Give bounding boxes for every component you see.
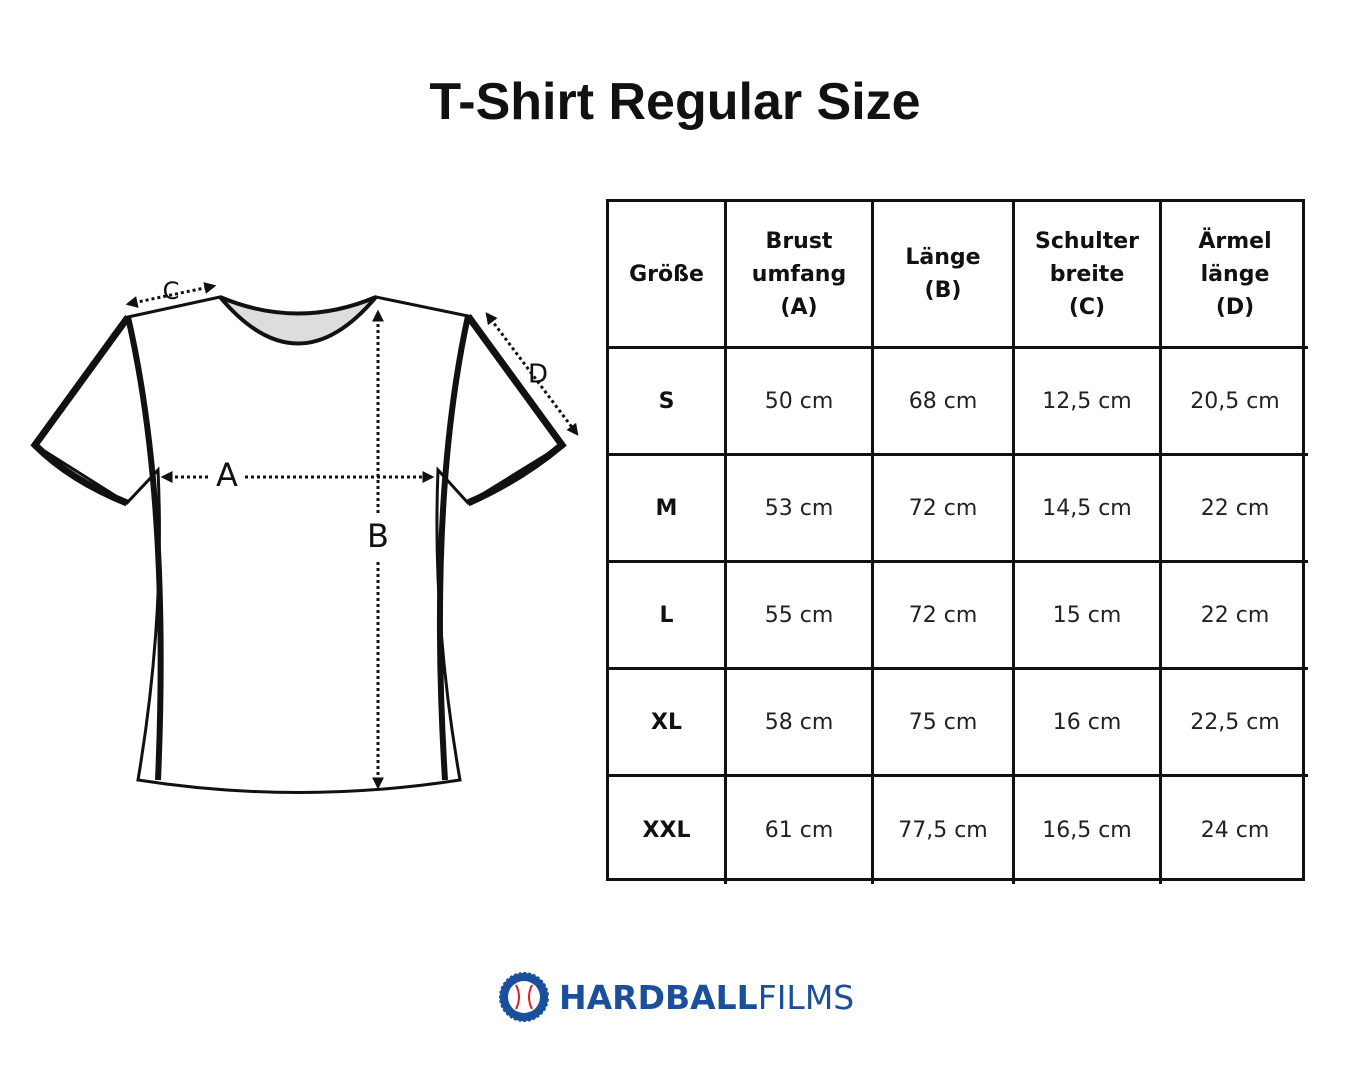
- measure-cell: 16,5 cm: [1015, 777, 1162, 884]
- header-line: Größe: [629, 261, 704, 287]
- logo-light: FILMS: [757, 977, 855, 1017]
- measure-cell: 22 cm: [1162, 456, 1308, 563]
- arrow-c: [125, 282, 217, 308]
- measure-cell: 24 cm: [1200, 818, 1270, 843]
- size-cell: XL: [609, 670, 727, 777]
- label-c: C: [163, 277, 180, 305]
- label-b: B: [367, 517, 389, 555]
- measure-cell: 55 cm: [727, 563, 874, 670]
- header-line: umfang: [751, 261, 847, 287]
- header-cell: Ärmel länge (D): [1162, 202, 1308, 349]
- header-line: Ärmel: [1198, 228, 1272, 254]
- header-line: (A): [780, 294, 818, 320]
- right-side: [436, 315, 471, 781]
- right-sleeve: [465, 313, 567, 507]
- header-cell: Brust umfang (A): [727, 202, 874, 349]
- size-cell: L: [609, 563, 727, 670]
- header-line: breite: [1049, 261, 1125, 287]
- measure-cell: 72 cm: [874, 563, 1015, 670]
- header-line: Länge: [905, 245, 981, 270]
- header-line: (C): [1068, 294, 1106, 320]
- header-cell: Größe: [609, 202, 727, 349]
- collar: [218, 295, 378, 346]
- measure-cell: 22,5 cm: [1162, 670, 1308, 777]
- logo-ball: [498, 971, 550, 1023]
- measure-cell: 12,5 cm: [1015, 349, 1162, 456]
- tshirt-diagram: A B C D: [30, 277, 579, 794]
- label-bg: [362, 518, 394, 558]
- size-cell: S: [609, 349, 727, 456]
- label-bg: [214, 460, 242, 494]
- left-side: [125, 316, 164, 781]
- logo-bold: HARDBALL: [559, 977, 758, 1017]
- measure-cell: 14,5 cm: [1015, 456, 1162, 563]
- header-line: Schulter: [1034, 228, 1140, 254]
- size-cell: XXL: [609, 777, 727, 884]
- logo: HARDBALL FILMS: [497, 970, 854, 1024]
- measure-cell: 20,5 cm: [1162, 349, 1308, 456]
- measure-cell: 53 cm: [727, 456, 874, 563]
- size-cell: M: [609, 456, 727, 563]
- header-line: länge: [1200, 261, 1270, 287]
- label-d: D: [528, 360, 548, 390]
- measure-cell: 68 cm: [874, 349, 1015, 456]
- shirt-outline: [32, 295, 565, 794]
- measure-cell: 72 cm: [874, 456, 1015, 563]
- measure-cell: 16 cm: [1015, 670, 1162, 777]
- left-sleeve: [30, 314, 131, 507]
- measure-cell: 61 cm: [727, 777, 874, 884]
- header-cell: Schulter breite (C): [1015, 202, 1162, 349]
- header-line: Brust: [765, 228, 833, 254]
- size-table: Größe Brust umfang (A) Länge (B) Schulter breit…: [606, 199, 1308, 884]
- measure-cell: 75 cm: [874, 670, 1015, 777]
- measure-cell: 77,5 cm: [874, 777, 1015, 884]
- header-line: (D): [1215, 294, 1255, 320]
- measure-cell: 22 cm: [1162, 563, 1308, 670]
- header-cell: Länge (B): [874, 202, 1015, 349]
- arrow-d: [485, 312, 579, 436]
- header-line: (B): [924, 278, 962, 303]
- label-a: A: [216, 456, 238, 494]
- measure-cell: 15 cm: [1015, 563, 1162, 670]
- title: T-Shirt Regular Size: [429, 73, 921, 131]
- measure-cell: 50 cm: [727, 349, 874, 456]
- measure-cell: 58 cm: [727, 670, 874, 777]
